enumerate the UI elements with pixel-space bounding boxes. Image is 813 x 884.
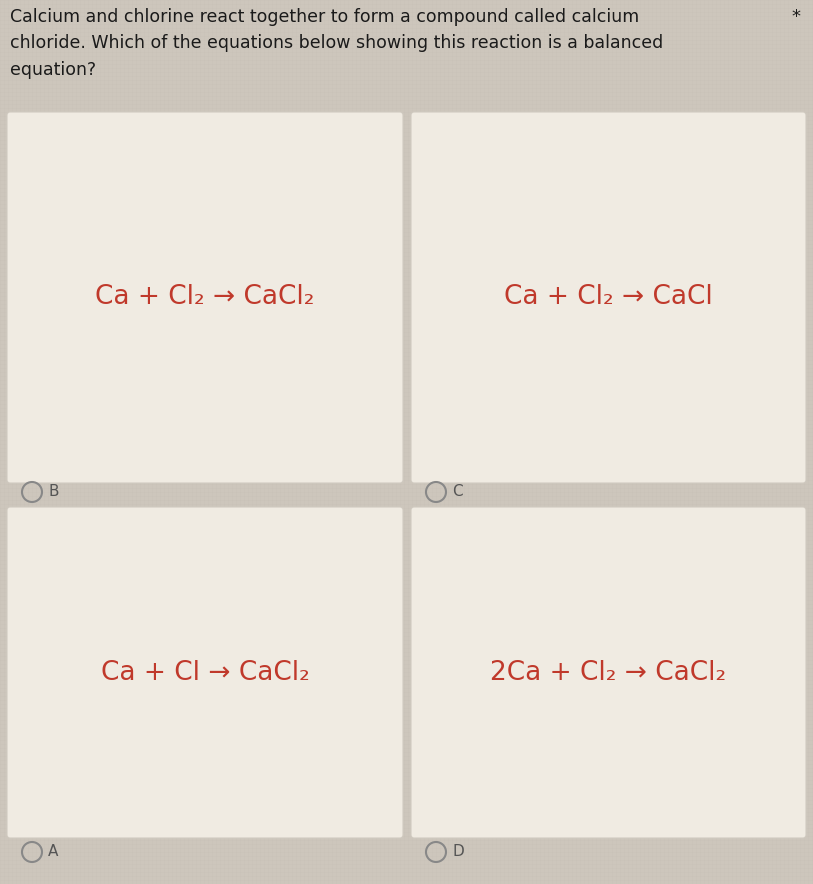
Text: A: A	[48, 844, 59, 859]
Text: B: B	[48, 484, 59, 499]
FancyBboxPatch shape	[7, 507, 403, 838]
Text: 2Ca + Cl₂ → CaCl₂: 2Ca + Cl₂ → CaCl₂	[490, 659, 727, 685]
Text: D: D	[452, 844, 463, 859]
FancyBboxPatch shape	[7, 112, 403, 483]
Text: C: C	[452, 484, 463, 499]
FancyBboxPatch shape	[411, 112, 806, 483]
FancyBboxPatch shape	[411, 507, 806, 838]
Text: *: *	[791, 8, 800, 26]
Text: Ca + Cl → CaCl₂: Ca + Cl → CaCl₂	[101, 659, 310, 685]
Text: Calcium and chlorine react together to form a compound called calcium
chloride. : Calcium and chlorine react together to f…	[10, 8, 663, 79]
Text: Ca + Cl₂ → CaCl: Ca + Cl₂ → CaCl	[504, 285, 713, 310]
Text: Ca + Cl₂ → CaCl₂: Ca + Cl₂ → CaCl₂	[95, 285, 315, 310]
